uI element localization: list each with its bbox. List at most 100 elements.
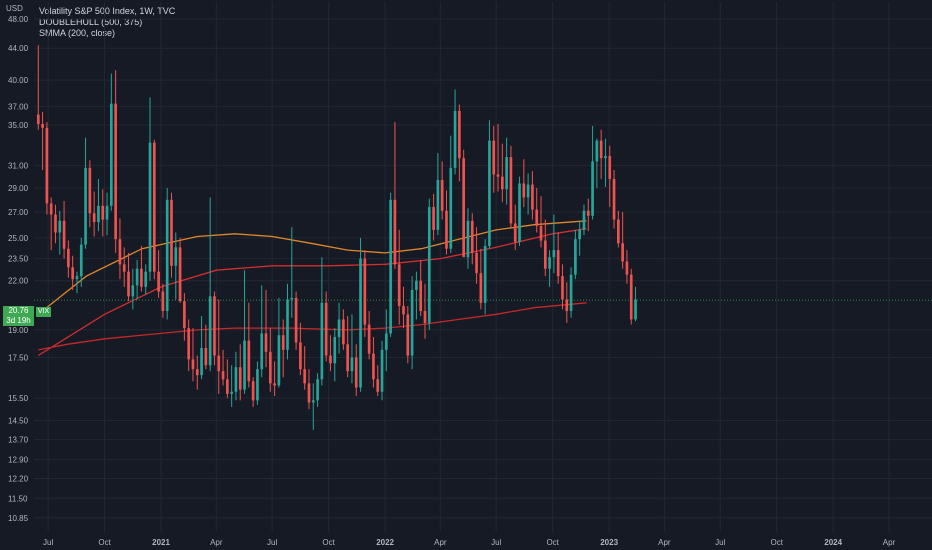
candle-body [62, 220, 66, 249]
candle-body [526, 184, 530, 198]
y-tick-label: 15.50 [8, 394, 29, 403]
candle-body [535, 209, 539, 226]
candle-body [574, 239, 577, 275]
candle-body [303, 369, 307, 384]
candle-body [634, 299, 637, 320]
candle-body [260, 333, 264, 370]
x-tick-label: Jul [715, 538, 725, 547]
candle-body [277, 335, 281, 386]
x-tick-label: Apr [658, 538, 671, 547]
candle-body [393, 199, 397, 265]
candle-body [221, 371, 225, 380]
indicator-doublehull[interactable]: DOUBLEHULL (500, 375) [39, 17, 143, 27]
candle-body [479, 273, 483, 303]
candle-body [569, 274, 573, 311]
candle-body [226, 379, 229, 394]
x-tick-label: 2023 [600, 538, 618, 547]
y-tick-label: 40.00 [8, 76, 29, 85]
candle-body [505, 157, 508, 190]
candle-body [604, 156, 607, 159]
candle-body [243, 340, 246, 390]
x-tick-label: 2021 [152, 538, 170, 547]
candle-body [419, 280, 423, 311]
candle-body [329, 355, 332, 364]
candle-body [299, 342, 302, 370]
last-price-tag: 20.76 3d 19h [3, 306, 34, 326]
y-tick-label: 22.00 [8, 277, 29, 286]
candle-body [165, 199, 169, 311]
candle-body [578, 229, 582, 240]
candle-body [286, 299, 289, 350]
candle-body [101, 205, 105, 220]
candle-body [148, 142, 152, 272]
candle-body [230, 391, 233, 394]
candle-body [625, 261, 629, 275]
candle-body [376, 379, 380, 392]
x-tick-label: Apr [210, 538, 223, 547]
candle-body [118, 239, 122, 265]
candle-body [445, 210, 448, 249]
y-tick-label: 10.85 [8, 514, 29, 523]
x-tick-label: Jul [43, 538, 53, 547]
candle-body [449, 167, 453, 249]
candle-body [247, 340, 251, 382]
candle-body [127, 271, 130, 297]
candle-body [251, 381, 255, 401]
candle-body [273, 383, 276, 386]
candle-body [54, 214, 57, 233]
candle-body [200, 348, 203, 376]
candle-body [410, 289, 414, 356]
candle-body [45, 127, 49, 204]
candle-body [161, 291, 165, 311]
candle-body [599, 140, 603, 159]
indicator-line [38, 302, 587, 351]
candle-body [539, 225, 543, 241]
candle-body [354, 357, 358, 388]
candle-body [337, 319, 341, 338]
candle-body [556, 250, 560, 277]
candle-body [157, 271, 160, 292]
candle-body [217, 355, 221, 372]
candle-body [178, 247, 182, 302]
candle-body [591, 161, 594, 216]
candle-body [49, 203, 53, 215]
candle-body [496, 174, 500, 177]
candle-body [208, 296, 212, 366]
candle-body [79, 244, 83, 277]
candle-body [204, 348, 208, 366]
candle-body [268, 351, 272, 384]
candle-body [359, 258, 362, 388]
candle-body [582, 210, 586, 230]
candle-body [432, 207, 435, 230]
candle-body [191, 359, 195, 370]
y-tick-label: 31.00 [8, 162, 29, 171]
candle-body [531, 184, 534, 210]
y-tick-label: 37.00 [8, 102, 29, 111]
chart-legend: Volatility S&P 500 Index, 1W, TVC DOUBLE… [39, 6, 175, 39]
indicator-smma[interactable]: SMMA (200, close) [39, 28, 116, 38]
y-tick-label: 14.50 [8, 417, 29, 426]
candle-body [105, 205, 109, 220]
candle-body [114, 103, 117, 240]
candle-body [621, 243, 624, 262]
candles [36, 45, 637, 430]
candle-body [174, 247, 178, 266]
candle-body [629, 274, 633, 320]
candle-body [92, 213, 96, 223]
candle-body [152, 142, 156, 272]
candle-body [475, 252, 478, 274]
candle-body [131, 285, 135, 297]
candle-body [183, 301, 186, 329]
candle-body [509, 157, 513, 224]
x-tick-label: 2024 [824, 538, 842, 547]
x-tick-label: Oct [546, 538, 559, 547]
candle-body [518, 183, 521, 242]
candle-body [522, 183, 526, 198]
y-tick-label: 11.50 [8, 494, 28, 503]
chart-title[interactable]: Volatility S&P 500 Index, 1W, TVC [39, 6, 176, 16]
x-tick-label: Oct [98, 538, 111, 547]
y-tick-label: 25.00 [8, 234, 29, 243]
candle-body [492, 140, 496, 175]
candle-body [453, 110, 457, 168]
